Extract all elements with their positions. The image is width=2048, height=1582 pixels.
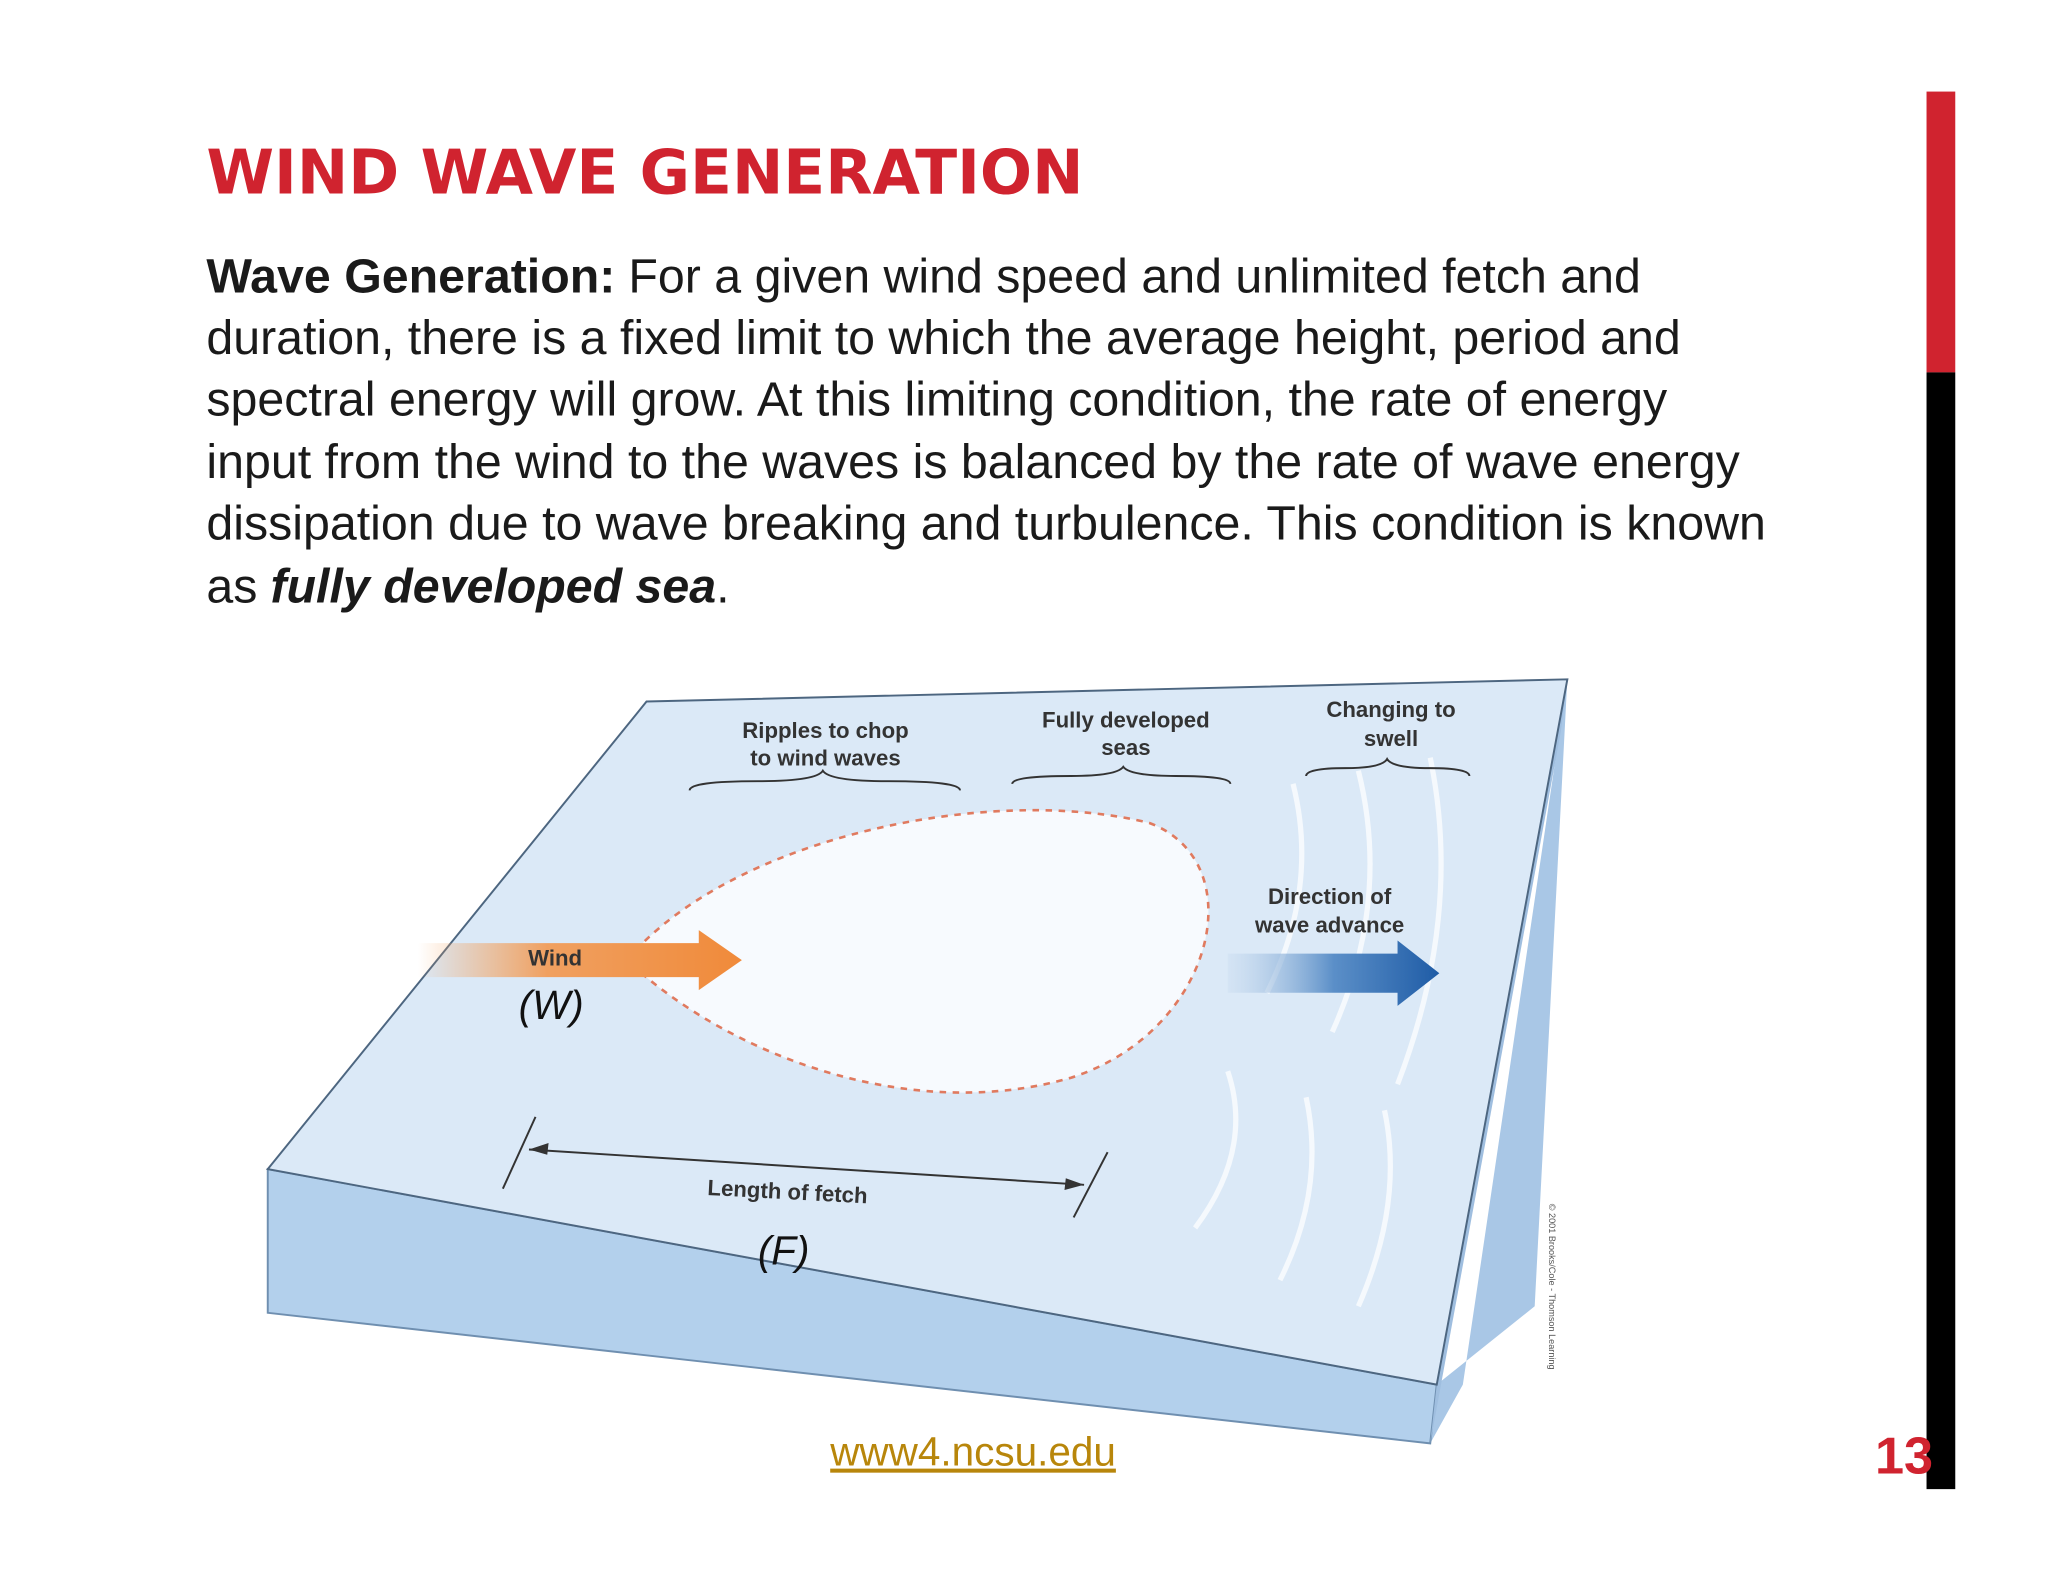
diagram-label: to wind waves bbox=[750, 746, 900, 771]
lead: Wave Generation: bbox=[206, 250, 615, 304]
diagram-label: swell bbox=[1364, 726, 1418, 751]
diagram-label: Fully developed bbox=[1042, 708, 1210, 733]
braces bbox=[501, 757, 1471, 1218]
credit: © 2001 Brooks/Cole - Thomson Learning bbox=[1547, 1204, 1557, 1370]
accent-bar-red bbox=[1926, 91, 1956, 373]
diagram-label: Changing to bbox=[1326, 697, 1455, 722]
swell-crests bbox=[1193, 757, 1444, 1308]
emphasis: fully developed sea bbox=[270, 559, 716, 613]
wind-arrow bbox=[417, 930, 742, 991]
body-line: spectral energy will grow. At this limit… bbox=[206, 372, 1668, 426]
body-text: Wave Generation: For a given wind speed a… bbox=[206, 250, 1766, 614]
body-run: as bbox=[206, 559, 257, 613]
body-line: as fully developed sea. bbox=[206, 559, 729, 613]
slide-title: WIND WAVE GENERATION bbox=[206, 137, 1083, 208]
body-run: . bbox=[716, 559, 729, 613]
diagram-label: Wind bbox=[528, 945, 582, 970]
body-line: input from the wind to the waves is bala… bbox=[206, 435, 1740, 489]
fetch-arrowhead bbox=[1064, 1178, 1085, 1191]
fetch-symbol: (F) bbox=[758, 1227, 810, 1273]
fetch-area bbox=[625, 808, 1210, 1094]
diagram-label: Direction of bbox=[1268, 884, 1392, 909]
wave-direction-arrow bbox=[1227, 940, 1440, 1006]
wind-symbol: (W) bbox=[519, 982, 584, 1028]
page-number: 13 bbox=[1875, 1427, 1933, 1485]
diagram-label: Ripples to chop bbox=[742, 718, 908, 743]
diagram-label: wave advance bbox=[1254, 913, 1404, 938]
slab-right bbox=[1430, 679, 1568, 1444]
accent-bar-black bbox=[1926, 372, 1956, 1490]
body-line: duration, there is a fixed limit to whic… bbox=[206, 311, 1680, 365]
diagram-label: seas bbox=[1101, 735, 1150, 760]
source-link[interactable]: www4.ncsu.edu bbox=[829, 1429, 1116, 1475]
body-run: For a given wind speed and unlimited fet… bbox=[628, 250, 1641, 304]
body-line: Wave Generation: For a given wind speed a… bbox=[206, 250, 1641, 304]
fetch-arrowhead bbox=[528, 1143, 549, 1155]
diagram: Ripples to chop to wind waves Fully deve… bbox=[265, 678, 1569, 1445]
body-line: dissipation due to wave breaking and tur… bbox=[206, 497, 1766, 551]
